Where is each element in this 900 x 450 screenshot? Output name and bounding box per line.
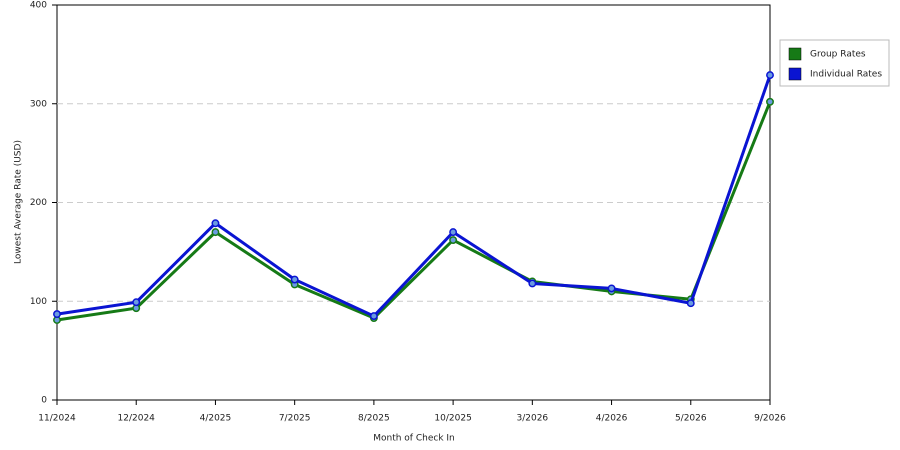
point [211,228,220,237]
y-tick-label: 100 [30,297,47,307]
x-tick-label: 11/2024 [38,414,76,424]
y-tick-label: 400 [30,1,47,11]
legend-swatch [788,47,802,61]
point [211,219,220,228]
x-tick-label: 8/2025 [358,414,390,424]
x-tick-label: 3/2026 [516,414,548,424]
point [53,310,61,319]
x-axis-label: Month of Check In [373,434,455,444]
point [528,279,537,288]
point [766,71,774,80]
legend-label: Group Rates [810,50,866,60]
x-tick-label: 10/2025 [434,414,471,424]
y-axis-label: Lowest Average Rate (USD) [14,140,24,264]
point [449,236,458,244]
point [766,97,774,106]
legend-swatch [788,67,802,81]
x-tick-label: 7/2025 [279,414,311,424]
point [290,275,299,284]
y-tick-label: 300 [30,99,47,109]
x-tick-label: 4/2025 [200,414,232,424]
series-line [56,74,772,318]
x-tick-label: 12/2024 [118,414,156,424]
point [607,284,616,293]
point [369,312,378,321]
x-tick-label: 4/2026 [596,414,628,424]
plot-area [56,4,771,401]
y-tick-label: 200 [30,198,47,208]
y-tick-label: 0 [41,396,47,406]
legend-label: Individual Rates [810,70,882,80]
point [686,299,695,308]
point [449,228,458,237]
x-tick-label: 5/2026 [675,414,707,424]
point [132,298,141,307]
series-line [56,101,772,322]
x-tick-label: 9/2026 [754,414,786,424]
